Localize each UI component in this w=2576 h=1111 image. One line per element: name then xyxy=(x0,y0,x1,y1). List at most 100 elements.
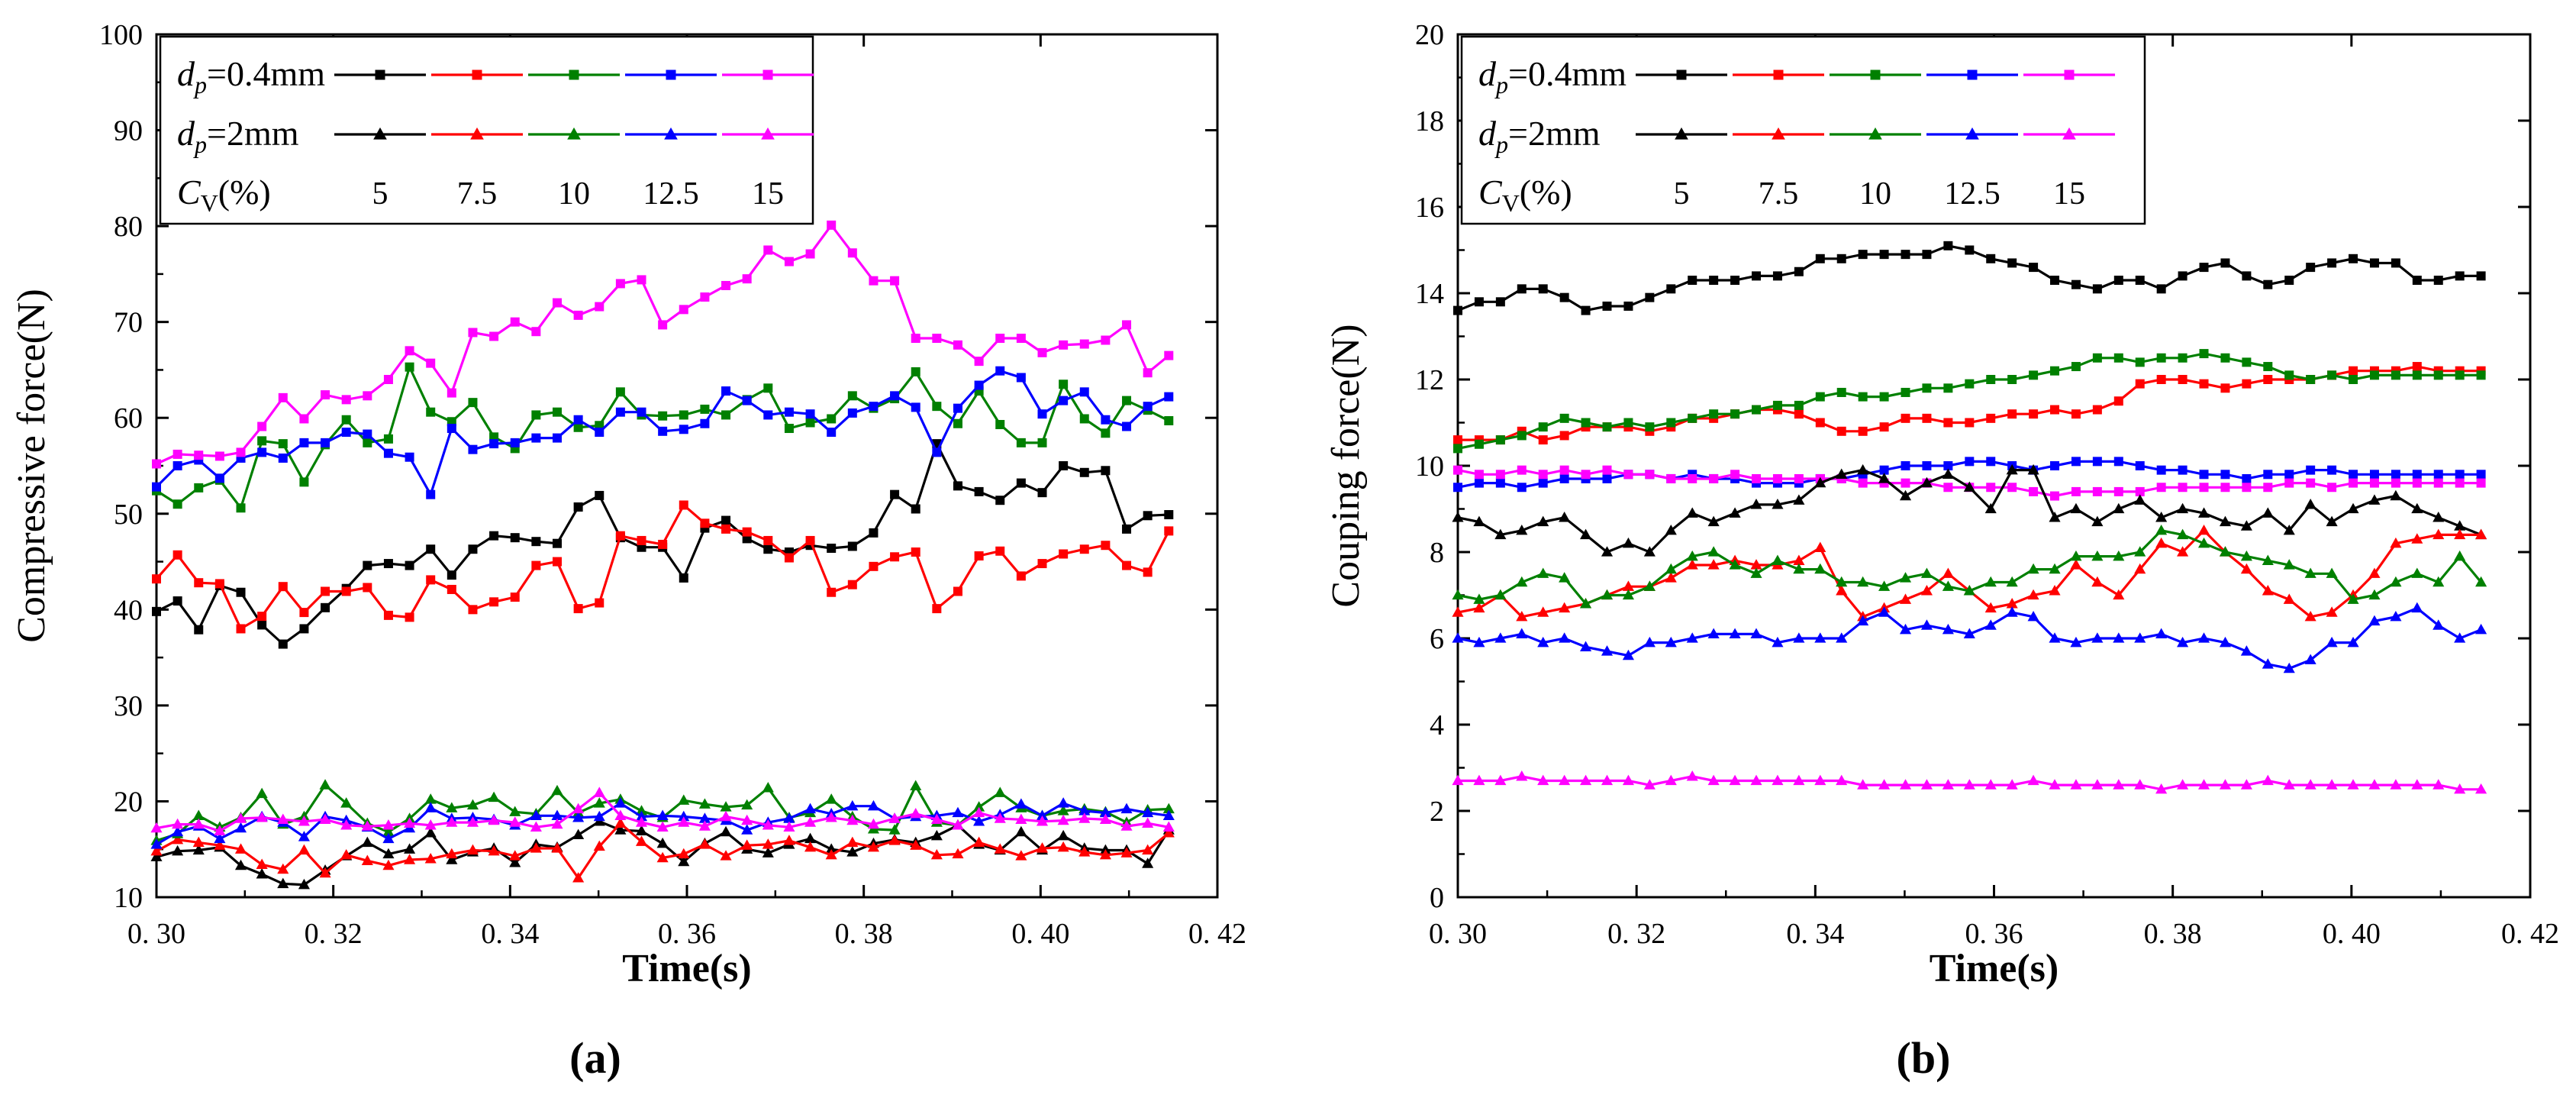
data-point xyxy=(214,473,224,483)
data-point xyxy=(910,839,922,850)
data-point xyxy=(1453,435,1462,445)
legend-sample-marker xyxy=(1773,69,1784,80)
legend-cv-prefix: C xyxy=(177,173,202,212)
data-point xyxy=(2304,499,2316,509)
data-point xyxy=(784,257,794,266)
data-point xyxy=(1057,829,1069,841)
data-point xyxy=(1079,544,1089,554)
legend-sample-marker xyxy=(373,127,387,140)
data-point xyxy=(2455,370,2465,380)
data-point xyxy=(2050,461,2060,470)
data-point xyxy=(679,425,688,434)
legend-sample-marker xyxy=(666,69,676,80)
data-point xyxy=(698,820,711,831)
data-point xyxy=(762,782,774,793)
data-point xyxy=(2007,375,2017,384)
data-point xyxy=(2177,502,2189,514)
data-point xyxy=(995,334,1005,344)
data-point xyxy=(509,816,521,827)
data-point xyxy=(2326,515,2338,527)
data-point xyxy=(1793,494,1805,505)
legend-sample-marker xyxy=(1967,69,1978,80)
data-point xyxy=(340,797,353,808)
data-point xyxy=(531,537,541,547)
data-point xyxy=(214,839,226,850)
data-point xyxy=(1517,465,1527,475)
legend-label-subscript: p xyxy=(193,131,207,158)
data-point xyxy=(236,447,246,457)
data-point xyxy=(446,816,458,827)
data-point xyxy=(2369,470,2379,480)
data-point xyxy=(1120,803,1133,814)
legend-box xyxy=(1460,35,2146,225)
data-point xyxy=(150,845,163,856)
data-point xyxy=(1709,473,1719,483)
data-point xyxy=(1965,418,1975,428)
data-point xyxy=(1623,470,1633,480)
data-point xyxy=(1453,483,1462,493)
data-point xyxy=(593,786,605,797)
data-point xyxy=(994,843,1006,854)
data-point xyxy=(150,822,163,833)
legend-label-prefix: d xyxy=(1478,54,1497,93)
data-point xyxy=(1963,779,1975,790)
data-point xyxy=(846,814,859,825)
data-point xyxy=(1078,805,1091,815)
data-point xyxy=(1602,301,1612,311)
data-point xyxy=(2391,258,2400,268)
legend-sample-marker xyxy=(2062,127,2076,140)
data-point xyxy=(299,624,309,634)
data-point xyxy=(2412,370,2422,380)
data-point xyxy=(447,388,456,398)
data-point xyxy=(278,392,288,402)
data-point xyxy=(1516,610,1528,622)
data-point xyxy=(531,433,541,443)
data-point xyxy=(656,851,669,863)
x-axis-label: Time(s) xyxy=(1930,947,2059,990)
data-point xyxy=(762,819,774,830)
data-point xyxy=(299,414,309,424)
data-point xyxy=(1142,844,1154,855)
data-point xyxy=(2349,470,2358,480)
data-point xyxy=(974,486,984,496)
data-point xyxy=(2454,520,2466,531)
data-point xyxy=(1815,392,1825,402)
y-tick-label: 8 xyxy=(1430,537,1444,569)
data-point xyxy=(827,414,837,424)
series-4 xyxy=(152,220,1174,469)
data-point xyxy=(1963,628,1975,639)
data-point xyxy=(2177,636,2189,648)
data-point xyxy=(635,805,648,815)
data-point xyxy=(1814,774,1826,786)
data-point xyxy=(214,825,226,836)
legend-label-suffix: =2mm xyxy=(1508,114,1601,153)
data-point xyxy=(256,787,268,799)
data-point xyxy=(256,858,268,869)
data-point xyxy=(1101,335,1111,345)
data-point xyxy=(2219,546,2232,557)
data-point xyxy=(510,593,520,602)
data-point xyxy=(1772,554,1784,565)
data-point xyxy=(2219,779,2232,790)
data-point xyxy=(846,799,859,811)
data-point xyxy=(341,395,351,405)
data-point xyxy=(2368,567,2381,578)
data-point xyxy=(678,816,690,827)
data-point xyxy=(2135,276,2145,286)
data-point xyxy=(953,586,962,596)
data-point xyxy=(1965,379,1975,389)
data-point xyxy=(952,806,964,818)
data-point xyxy=(466,799,479,810)
data-point xyxy=(321,438,330,447)
data-point xyxy=(150,838,163,849)
data-point xyxy=(1943,461,1953,470)
data-point xyxy=(2369,258,2379,268)
data-point xyxy=(552,557,562,567)
data-point xyxy=(2113,779,2125,790)
data-point xyxy=(1559,602,1571,613)
legend-cv-value: 5 xyxy=(1674,176,1690,212)
data-point xyxy=(1474,297,1484,307)
data-point xyxy=(531,327,541,337)
data-point xyxy=(720,801,732,812)
legend-cv-suffix: (%) xyxy=(1520,173,1572,212)
